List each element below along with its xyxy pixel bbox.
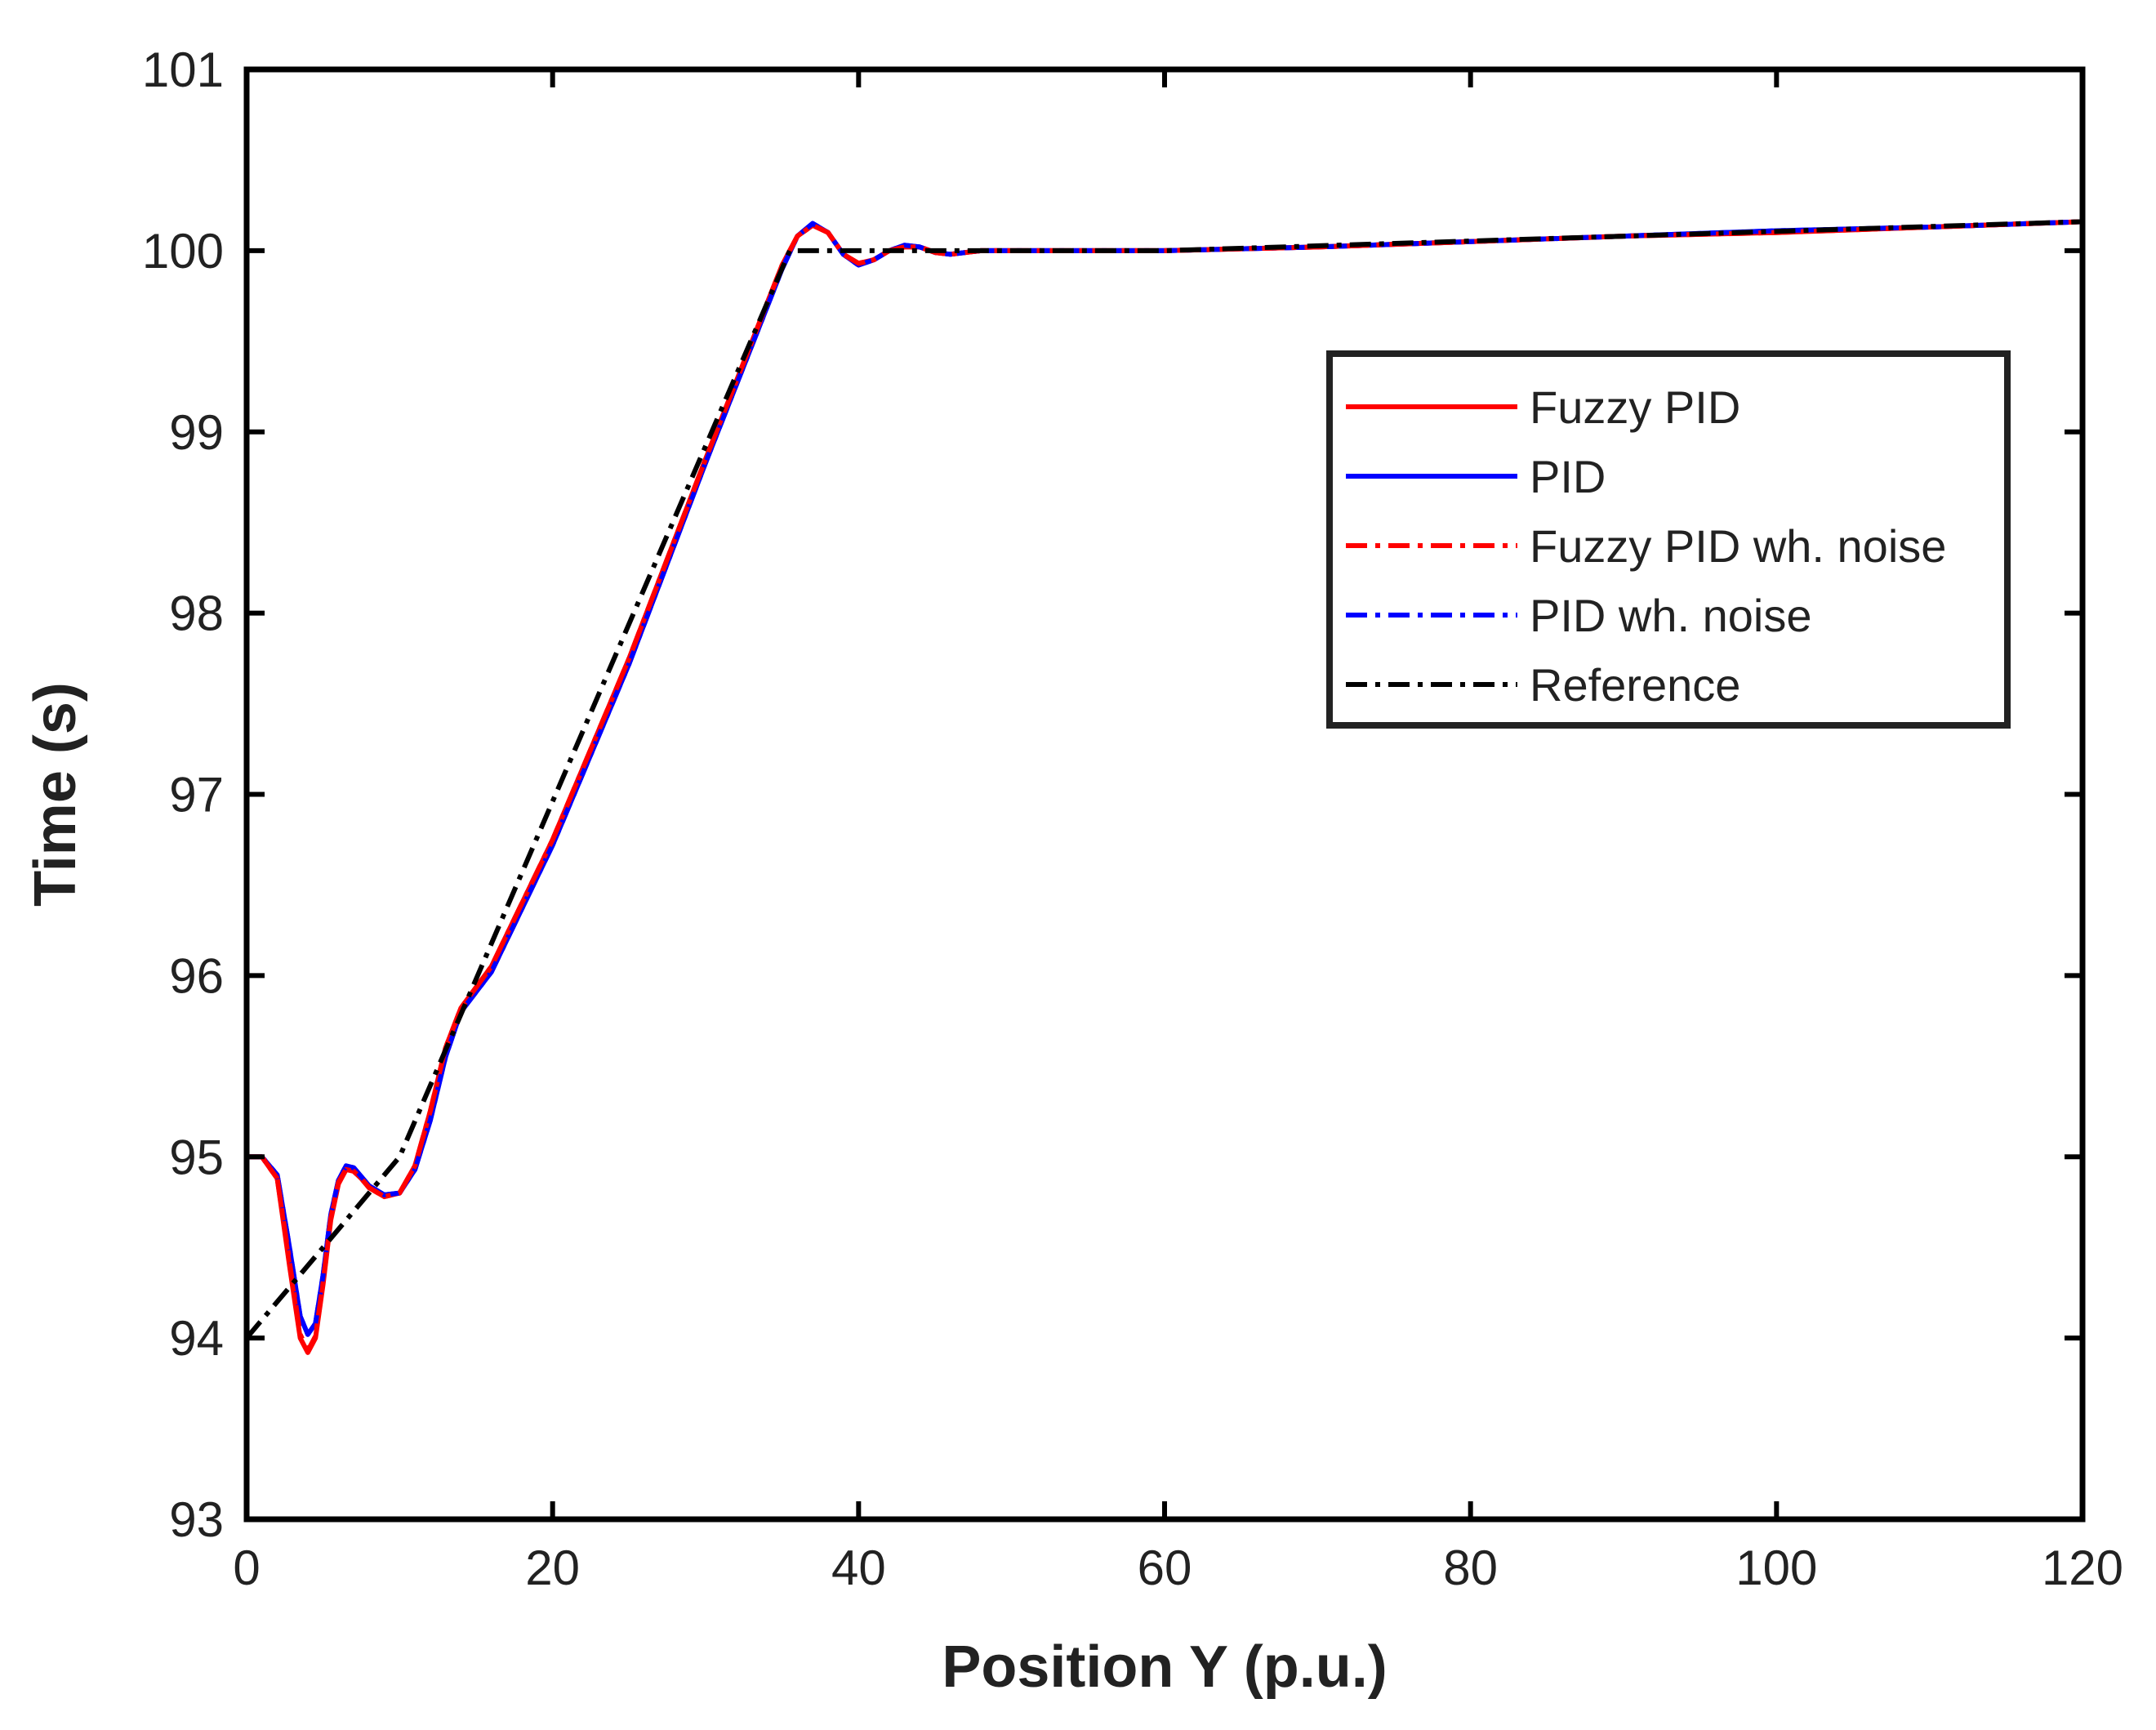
series-line-reference [247, 219, 2082, 1340]
x-tick-label: 80 [1443, 1541, 1498, 1595]
x-tick-label: 120 [2042, 1541, 2123, 1595]
x-tick-label: 40 [831, 1541, 886, 1595]
series-layer [247, 219, 2082, 1355]
y-tick-label: 96 [169, 948, 224, 1003]
y-tick-label: 99 [169, 405, 224, 460]
x-axis-title: Position Y (p.u.) [942, 1634, 1387, 1700]
x-tick-label: 100 [1735, 1541, 1817, 1595]
y-tick-label: 94 [169, 1311, 224, 1366]
y-tick-label: 98 [169, 586, 224, 641]
y-tick-label: 101 [142, 42, 224, 97]
y-tick-label: 100 [142, 224, 224, 279]
legend-box [1326, 350, 2011, 729]
legend-label: Reference [1530, 659, 1740, 711]
legend-label: PID [1530, 451, 1606, 502]
legend-label: PID wh. noise [1530, 590, 1812, 641]
x-tick-label: 60 [1138, 1541, 1192, 1595]
x-tick-label: 0 [233, 1541, 260, 1595]
y-axis-title: Time (s) [23, 682, 88, 907]
x-tick-label: 20 [525, 1541, 580, 1595]
y-tick-label: 95 [169, 1130, 224, 1184]
series-line-fuzzy-pid-wh-noise [247, 219, 2082, 1353]
ticks-layer [244, 67, 2085, 1522]
y-tick-label: 97 [169, 768, 224, 823]
y-tick-label: 93 [169, 1492, 224, 1547]
legend-label: Fuzzy PID wh. noise [1530, 520, 1946, 572]
legend: Fuzzy PID PID Fuzzy PID wh. noise PID wh. n… [1326, 350, 2011, 729]
legend-label: Fuzzy PID [1530, 381, 1740, 433]
tick-labels: 0 20 40 60 80 100 120 93 94 95 96 97 98 99 100 101 [142, 42, 2123, 1595]
